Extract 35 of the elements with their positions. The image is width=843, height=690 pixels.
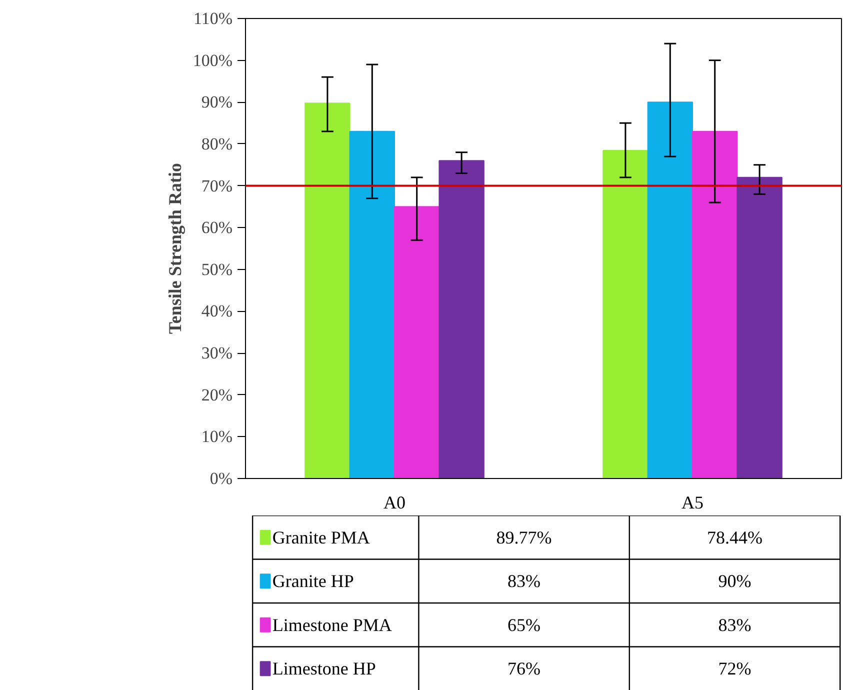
- data-label: 65%: [508, 614, 541, 635]
- y-tick-label: 110%: [193, 9, 232, 28]
- y-tick-label: 60%: [201, 218, 233, 238]
- y-tick-label: 30%: [201, 344, 233, 363]
- x-tick-label: A0: [384, 492, 406, 512]
- y-tick-label: 70%: [201, 176, 233, 196]
- legend-label: Limestone HP: [272, 658, 376, 679]
- x-tick-label: A5: [682, 492, 704, 512]
- legend-label: Granite HP: [272, 571, 354, 592]
- bar: [349, 130, 395, 478]
- data-label: 72%: [718, 658, 752, 679]
- y-tick-label: 10%: [201, 427, 233, 446]
- legend-label: Granite PMA: [272, 527, 370, 548]
- data-label: 78.44%: [706, 527, 762, 548]
- data-label: 83%: [508, 571, 541, 592]
- bar: [692, 130, 738, 478]
- bar: [394, 206, 440, 478]
- y-tick-label: 90%: [201, 92, 233, 112]
- y-tick-label: 50%: [201, 260, 233, 279]
- legend-label: Limestone PMA: [272, 614, 392, 635]
- y-tick-label: 80%: [201, 134, 233, 154]
- bar: [438, 160, 484, 478]
- y-tick-label: 40%: [201, 302, 233, 321]
- data-label: 83%: [718, 614, 752, 635]
- y-tick-label: 20%: [201, 385, 233, 404]
- y-tick-label: 100%: [192, 50, 233, 70]
- data-label: 89.77%: [496, 527, 552, 548]
- y-tick-label: 0%: [210, 469, 233, 488]
- bar: [736, 176, 782, 478]
- data-label: 76%: [508, 658, 541, 679]
- bar: [647, 102, 693, 478]
- bar: [304, 102, 350, 478]
- data-label: 90%: [718, 571, 752, 592]
- bar: [602, 150, 648, 478]
- y-axis-title: Tensile Strength Ratio: [164, 162, 185, 334]
